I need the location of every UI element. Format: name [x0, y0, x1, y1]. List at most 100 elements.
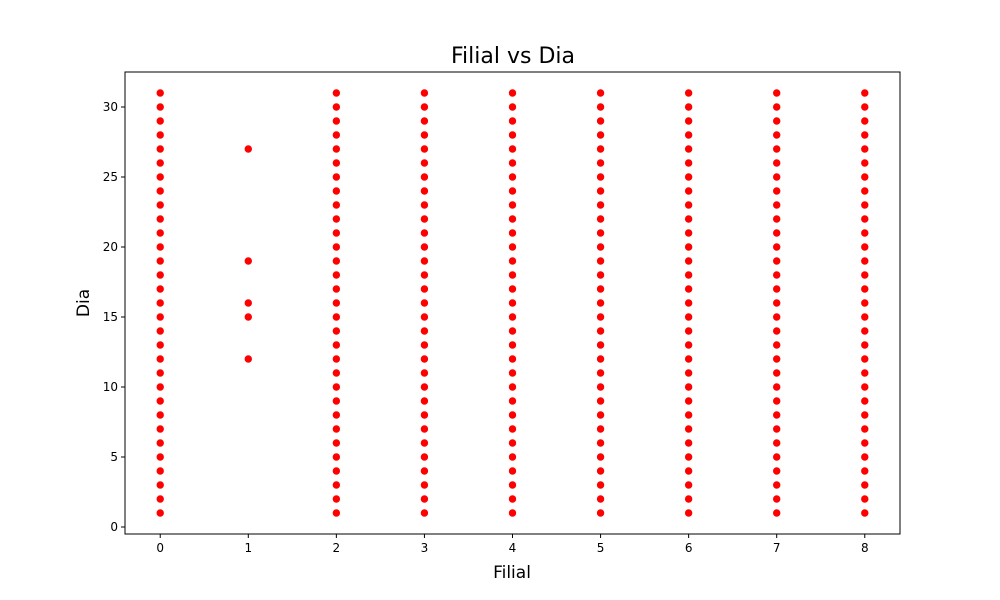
data-point — [155, 88, 165, 98]
data-point — [596, 172, 605, 182]
data-point — [684, 438, 693, 448]
data-point — [155, 298, 165, 308]
data-point — [860, 88, 870, 98]
data-point — [420, 284, 429, 294]
data-point — [772, 354, 782, 364]
data-point — [596, 88, 605, 98]
data-point — [508, 102, 517, 112]
data-point — [332, 368, 341, 378]
data-point — [332, 144, 341, 154]
data-point — [596, 466, 605, 476]
data-point — [684, 284, 693, 294]
data-point — [155, 116, 165, 126]
data-point — [508, 200, 517, 210]
data-point — [332, 214, 341, 224]
data-point — [860, 424, 870, 434]
data-point — [332, 466, 341, 476]
data-point — [684, 396, 693, 406]
data-point — [596, 368, 605, 378]
data-point — [772, 186, 782, 196]
y-tick-label: 10 — [103, 380, 118, 394]
data-point — [772, 270, 782, 280]
data-point — [596, 340, 605, 350]
data-point — [596, 186, 605, 196]
data-point — [684, 354, 693, 364]
x-tick-label: 6 — [685, 541, 693, 555]
data-point — [508, 88, 517, 98]
data-point — [596, 326, 605, 336]
data-point — [508, 270, 517, 280]
data-point — [508, 214, 517, 224]
data-point — [772, 326, 782, 336]
data-point — [332, 480, 341, 490]
data-point — [860, 284, 870, 294]
data-point — [860, 172, 870, 182]
data-point — [860, 102, 870, 112]
data-point — [684, 102, 693, 112]
data-point — [772, 312, 782, 322]
data-point — [772, 452, 782, 462]
data-point — [860, 480, 870, 490]
data-point — [772, 438, 782, 448]
data-point — [684, 480, 693, 490]
y-tick-label: 25 — [103, 170, 118, 184]
data-point — [772, 382, 782, 392]
data-point — [508, 452, 517, 462]
data-point — [772, 368, 782, 378]
data-point — [860, 214, 870, 224]
data-point — [772, 396, 782, 406]
data-point — [332, 382, 341, 392]
data-point — [684, 270, 693, 280]
data-point — [772, 340, 782, 350]
data-point — [772, 256, 782, 266]
data-point — [684, 88, 693, 98]
data-point — [420, 466, 429, 476]
data-point — [860, 508, 870, 518]
data-point — [772, 158, 782, 168]
data-point — [684, 508, 693, 518]
data-point — [596, 116, 605, 126]
data-point — [332, 354, 341, 364]
y-tick-label: 0 — [110, 520, 118, 534]
data-point — [772, 228, 782, 238]
data-point — [684, 466, 693, 476]
data-point — [332, 424, 341, 434]
data-point — [596, 354, 605, 364]
data-point — [508, 508, 517, 518]
data-point — [420, 298, 429, 308]
data-point — [243, 144, 253, 154]
data-point — [508, 298, 517, 308]
data-point — [155, 354, 165, 364]
data-point — [155, 130, 165, 140]
data-point — [596, 228, 605, 238]
data-point — [772, 130, 782, 140]
data-point — [155, 508, 165, 518]
data-point — [596, 480, 605, 490]
data-point — [772, 494, 782, 504]
data-point — [420, 200, 429, 210]
data-point — [684, 298, 693, 308]
data-point — [420, 508, 429, 518]
data-point — [684, 116, 693, 126]
x-tick-label: 0 — [156, 541, 164, 555]
data-point — [420, 130, 429, 140]
data-point — [508, 326, 517, 336]
data-point — [684, 228, 693, 238]
data-point — [155, 326, 165, 336]
data-point — [772, 466, 782, 476]
data-point — [155, 494, 165, 504]
data-point — [772, 284, 782, 294]
y-axis-label: Dia — [74, 289, 94, 317]
data-point — [155, 368, 165, 378]
data-point — [508, 130, 517, 140]
data-point — [155, 438, 165, 448]
data-point — [155, 396, 165, 406]
data-point — [332, 298, 341, 308]
data-point — [420, 382, 429, 392]
data-point — [684, 382, 693, 392]
data-point — [596, 396, 605, 406]
data-point — [332, 270, 341, 280]
data-point — [684, 158, 693, 168]
data-point — [508, 144, 517, 154]
data-point — [420, 480, 429, 490]
